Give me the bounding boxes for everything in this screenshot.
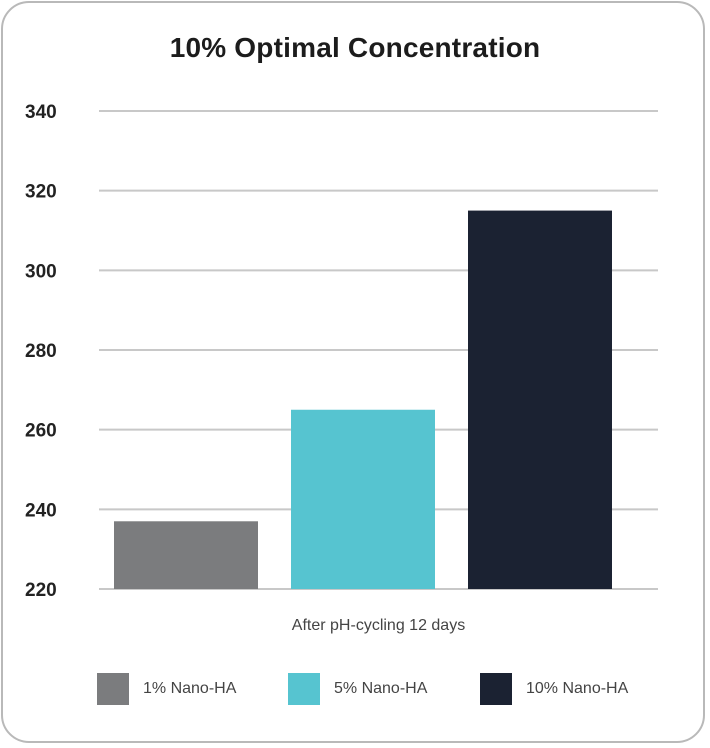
bar-3 xyxy=(468,210,612,590)
legend-item: 5% Nano-HA xyxy=(288,673,427,705)
x-axis-label: After pH-cycling 12 days xyxy=(291,617,466,634)
legend-swatch xyxy=(480,673,512,705)
y-tick-label: 280 xyxy=(25,341,57,362)
y-tick-label: 240 xyxy=(25,500,57,521)
legend-label: 10% Nano-HA xyxy=(526,680,629,697)
y-tick-label: 260 xyxy=(25,421,57,442)
y-tick-label: 220 xyxy=(25,580,57,601)
legend-item: 1% Nano-HA xyxy=(97,673,236,705)
y-tick-label: 320 xyxy=(25,182,57,203)
legend-label: 1% Nano-HA xyxy=(143,680,237,697)
bar-1 xyxy=(114,521,258,589)
chart-title: 10% Optimal Concentration xyxy=(169,32,541,63)
legend-label: 5% Nano-HA xyxy=(334,680,428,697)
bar-2 xyxy=(291,409,435,589)
legend-swatch xyxy=(288,673,320,705)
legend-item: 10% Nano-HA xyxy=(480,673,628,705)
y-tick-label: 300 xyxy=(25,261,57,282)
legend: 1% Nano-HA 5% Nano-HA 10% Nano-HA xyxy=(0,673,710,705)
y-tick-label: 340 xyxy=(25,102,57,123)
legend-swatch xyxy=(97,673,129,705)
